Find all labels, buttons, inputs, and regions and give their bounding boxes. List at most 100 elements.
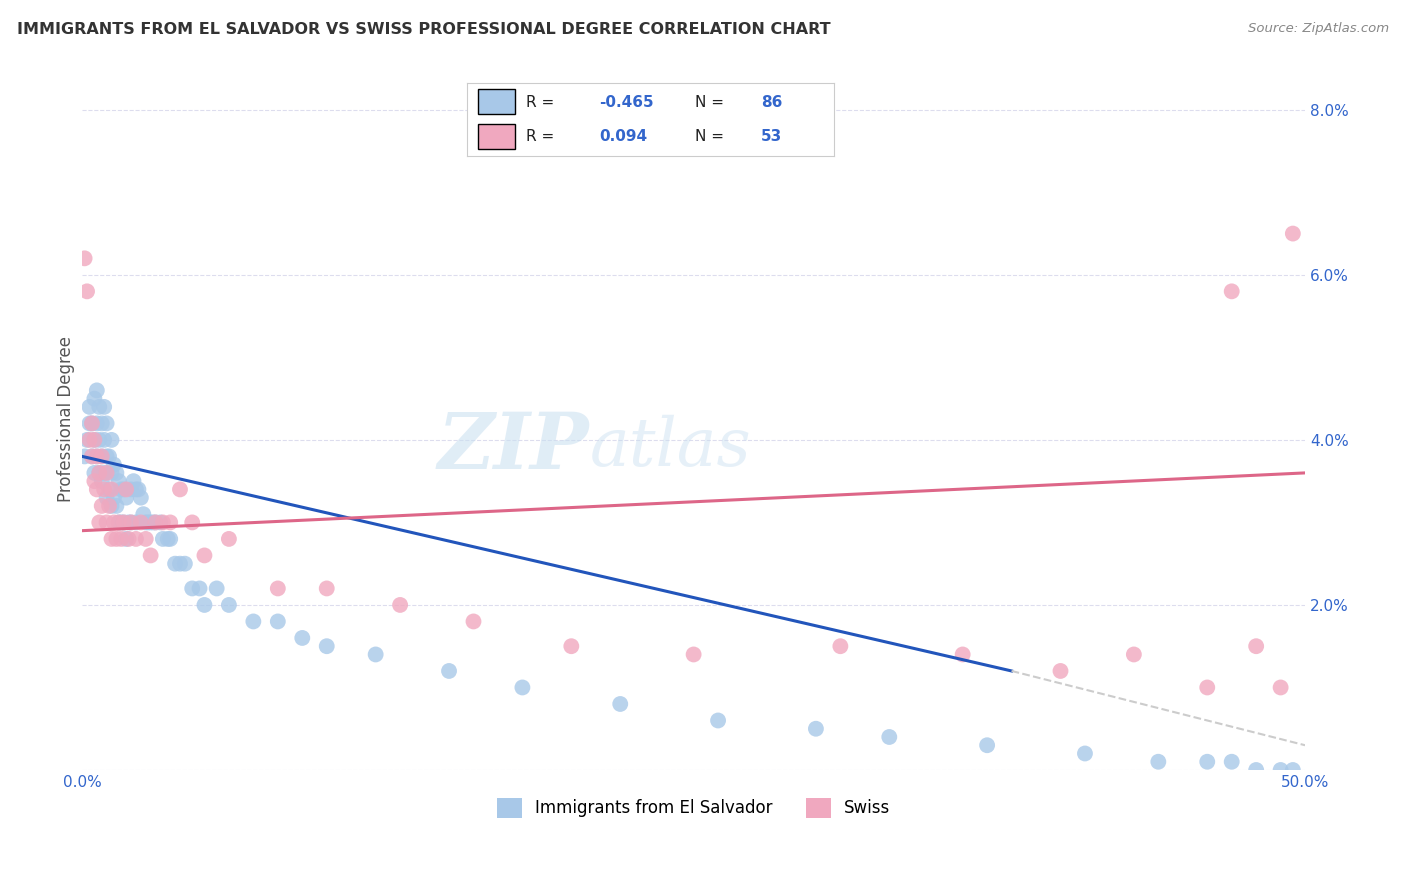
Point <box>110 532 132 546</box>
Y-axis label: Professional Degree: Professional Degree <box>58 336 75 502</box>
Point <box>80 450 103 464</box>
Point <box>1197 681 1219 695</box>
Point <box>976 738 998 752</box>
Point <box>105 466 128 480</box>
Point <box>830 639 852 653</box>
Point <box>218 532 240 546</box>
Point <box>80 450 103 464</box>
Point <box>560 639 582 653</box>
Point <box>105 532 128 546</box>
Point <box>105 499 128 513</box>
Point <box>108 474 131 488</box>
Point <box>79 400 101 414</box>
Point <box>145 516 167 530</box>
Point <box>165 557 187 571</box>
Point <box>1049 664 1071 678</box>
Point <box>129 516 152 530</box>
Point <box>93 433 115 447</box>
Point <box>90 499 112 513</box>
Point <box>152 516 174 530</box>
Point <box>103 516 125 530</box>
Point <box>83 474 105 488</box>
Point <box>152 532 174 546</box>
Point <box>96 450 118 464</box>
Point <box>100 433 122 447</box>
Point <box>139 549 162 563</box>
Point <box>108 516 131 530</box>
Point <box>120 516 142 530</box>
Point <box>173 557 195 571</box>
Legend: Immigrants from El Salvador, Swiss: Immigrants from El Salvador, Swiss <box>491 791 897 825</box>
Point <box>1270 763 1292 777</box>
Point <box>73 450 96 464</box>
Point <box>169 557 191 571</box>
Point <box>115 491 138 505</box>
Point <box>100 532 122 546</box>
Point <box>1220 755 1243 769</box>
Point <box>1282 763 1305 777</box>
Point <box>1270 681 1292 695</box>
Point <box>73 252 96 266</box>
Point <box>83 433 105 447</box>
Point <box>96 417 118 431</box>
Point <box>132 507 155 521</box>
Point <box>98 499 121 513</box>
Point <box>135 532 157 546</box>
Point <box>115 483 138 497</box>
Point <box>120 516 142 530</box>
Text: atlas: atlas <box>589 415 751 480</box>
Point <box>76 433 98 447</box>
Point <box>218 598 240 612</box>
Point <box>1122 648 1144 662</box>
Point <box>93 400 115 414</box>
Text: ZIP: ZIP <box>439 409 589 485</box>
Point <box>159 516 181 530</box>
Point <box>90 474 112 488</box>
Point <box>707 714 730 728</box>
Point <box>169 483 191 497</box>
Point <box>96 466 118 480</box>
Point <box>110 516 132 530</box>
Point <box>117 532 139 546</box>
Point <box>112 483 135 497</box>
Point <box>100 499 122 513</box>
Point <box>80 417 103 431</box>
Point <box>83 392 105 406</box>
Point <box>159 532 181 546</box>
Point <box>364 648 387 662</box>
Point <box>315 639 337 653</box>
Point <box>117 516 139 530</box>
Point <box>804 722 827 736</box>
Point <box>267 615 290 629</box>
Point <box>100 483 122 497</box>
Point <box>181 516 204 530</box>
Point <box>79 433 101 447</box>
Point <box>609 697 631 711</box>
Point <box>83 466 105 480</box>
Point <box>315 582 337 596</box>
Text: IMMIGRANTS FROM EL SALVADOR VS SWISS PROFESSIONAL DEGREE CORRELATION CHART: IMMIGRANTS FROM EL SALVADOR VS SWISS PRO… <box>17 22 831 37</box>
Point <box>1244 763 1267 777</box>
Point <box>145 516 167 530</box>
Point <box>96 516 118 530</box>
Point <box>86 450 108 464</box>
Point <box>86 483 108 497</box>
Point <box>139 516 162 530</box>
Point <box>125 516 148 530</box>
Point <box>125 483 148 497</box>
Point <box>1282 227 1305 241</box>
Point <box>1197 755 1219 769</box>
Point <box>682 648 704 662</box>
Point <box>89 400 111 414</box>
Point <box>89 466 111 480</box>
Point <box>79 417 101 431</box>
Point <box>90 417 112 431</box>
Point <box>110 483 132 497</box>
Point <box>389 598 412 612</box>
Point <box>112 516 135 530</box>
Point <box>83 433 105 447</box>
Point <box>80 417 103 431</box>
Point <box>125 532 148 546</box>
Point <box>103 491 125 505</box>
Point <box>122 474 145 488</box>
